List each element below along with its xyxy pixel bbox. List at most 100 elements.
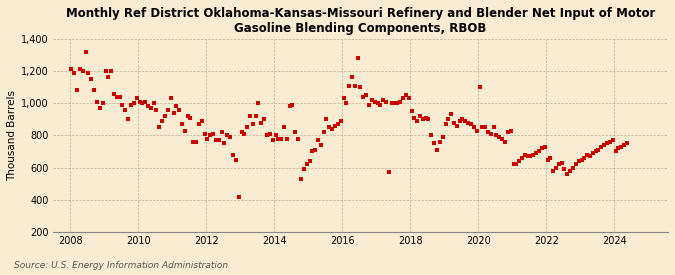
Point [296,177,306,181]
Point [154,125,165,130]
Point [491,133,502,138]
Point [111,95,122,99]
Point [610,149,621,154]
Point [372,101,383,105]
Point [72,88,82,93]
Point [244,114,255,118]
Point [123,117,134,122]
Point [616,144,626,149]
Point [440,122,451,126]
Point [346,75,357,80]
Point [100,69,111,73]
Point [613,146,624,150]
Point [103,75,114,80]
Y-axis label: Thousand Barrels: Thousand Barrels [7,90,17,181]
Point [582,153,593,157]
Point [381,100,392,104]
Point [570,162,581,167]
Point [250,114,261,118]
Point [466,122,477,126]
Point [497,136,508,141]
Point [222,133,233,138]
Point [247,122,258,126]
Point [457,117,468,122]
Point [145,106,156,110]
Point [406,109,417,114]
Point [281,136,292,141]
Point [485,131,496,136]
Point [618,143,629,147]
Point [151,108,162,112]
Point [83,70,94,75]
Point [350,83,360,88]
Point [542,157,553,162]
Point [605,140,616,144]
Point [196,119,207,123]
Point [608,138,618,142]
Point [313,138,323,142]
Point [452,123,462,128]
Point [173,108,184,112]
Point [131,96,142,101]
Point [78,69,88,73]
Point [559,167,570,171]
Point [568,165,578,170]
Point [437,135,448,139]
Point [483,130,493,134]
Point [310,148,321,152]
Point [168,111,179,115]
Point [69,70,80,75]
Point [225,135,236,139]
Point [163,108,173,112]
Text: Source: U.S. Energy Information Administration: Source: U.S. Energy Information Administ… [14,260,227,270]
Point [128,101,139,105]
Point [80,50,91,54]
Point [389,101,400,105]
Point [412,119,423,123]
Point [502,130,513,134]
Point [446,112,456,117]
Point [304,159,315,163]
Point [358,95,369,99]
Point [426,133,437,138]
Point [332,122,343,126]
Point [593,148,604,152]
Point [275,136,286,141]
Point [236,130,247,134]
Point [216,130,227,134]
Point [367,98,377,102]
Point [539,144,550,149]
Point [239,131,250,136]
Point [219,141,230,146]
Point [463,120,474,125]
Point [86,77,97,81]
Point [587,151,598,155]
Point [601,141,612,146]
Point [120,108,131,112]
Title: Monthly Ref District Oklahoma-Kansas-Missouri Refinery and Blender Net Input of : Monthly Ref District Oklahoma-Kansas-Mis… [66,7,655,35]
Point [270,133,281,138]
Point [165,96,176,101]
Point [516,156,527,160]
Point [208,131,219,136]
Point [468,125,479,130]
Point [551,165,562,170]
Point [514,159,524,163]
Point [273,136,284,141]
Point [126,103,136,107]
Point [227,153,238,157]
Point [307,149,318,154]
Point [74,67,85,72]
Point [386,101,397,105]
Point [194,122,205,126]
Point [105,69,116,73]
Point [460,119,470,123]
Point [511,162,522,167]
Point [259,117,269,122]
Point [142,104,153,109]
Point [375,103,386,107]
Point [202,136,213,141]
Point [488,125,499,130]
Point [431,148,442,152]
Point [395,100,406,104]
